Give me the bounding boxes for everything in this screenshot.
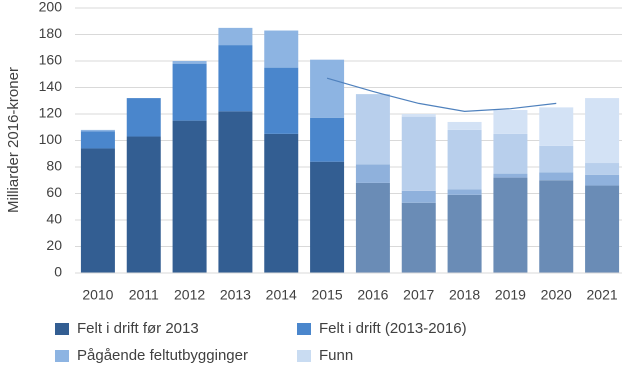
bar-segment — [585, 174, 620, 186]
x-tick-label: 2010 — [82, 287, 113, 303]
bar-segment — [310, 117, 345, 162]
bar-segment — [447, 189, 482, 195]
x-tick-label: 2014 — [266, 287, 297, 303]
x-tick-label: 2016 — [357, 287, 388, 303]
bar-segment — [447, 121, 482, 130]
bar-segment — [401, 114, 436, 117]
bar-segment — [80, 129, 115, 132]
legend-label: Felt i drift før 2013 — [77, 320, 199, 337]
legend-swatch — [55, 323, 69, 335]
bar-segment — [126, 136, 161, 273]
bar-segment — [80, 148, 115, 273]
x-tick-label: 2017 — [403, 287, 434, 303]
bar-segment — [310, 161, 345, 273]
y-tick-label: 200 — [39, 0, 63, 15]
bar-segment — [264, 30, 299, 68]
bar-segment — [172, 61, 207, 64]
bar-segment — [401, 202, 436, 273]
y-tick-label: 60 — [46, 184, 62, 200]
bar-segment — [493, 133, 528, 174]
x-tick-label: 2015 — [312, 287, 343, 303]
bar-segment — [539, 107, 574, 146]
x-tick-label: 2018 — [449, 287, 480, 303]
bar-segment — [585, 185, 620, 273]
y-tick-label: 100 — [39, 131, 63, 147]
y-tick-label: 80 — [46, 158, 62, 174]
bar-segment — [539, 172, 574, 181]
x-tick-label: 2012 — [174, 287, 205, 303]
legend-swatch — [55, 350, 69, 362]
y-tick-label: 120 — [39, 105, 63, 121]
bar-segment — [355, 164, 390, 183]
y-tick-label: 140 — [39, 78, 63, 94]
bar-segment — [585, 163, 620, 175]
y-tick-label: 180 — [39, 25, 63, 41]
legend-label: Pågående feltutbygginger — [77, 347, 248, 364]
bar-segment — [447, 194, 482, 273]
legend-swatch — [297, 323, 311, 335]
legend-swatch — [297, 350, 311, 362]
bar-segment — [126, 98, 161, 137]
bar-segment — [401, 116, 436, 191]
y-tick-label: 0 — [54, 264, 62, 280]
bar-segment — [493, 173, 528, 178]
bar-segment — [218, 111, 253, 273]
y-tick-label: 160 — [39, 52, 63, 68]
bar-segment — [80, 131, 115, 149]
bar-segment — [493, 177, 528, 273]
x-tick-label: 2013 — [220, 287, 251, 303]
bar-segment — [493, 110, 528, 134]
x-tick-label: 2021 — [587, 287, 618, 303]
bar-segment — [355, 94, 390, 165]
bar-segment — [539, 180, 574, 273]
bar-segment — [401, 190, 436, 203]
x-tick-label: 2011 — [129, 287, 159, 303]
x-tick-label: 2020 — [541, 287, 572, 303]
bar-segment — [355, 182, 390, 273]
bar-segment — [447, 129, 482, 190]
bar-segment — [172, 120, 207, 273]
legend-label: Funn — [319, 347, 353, 364]
y-tick-label: 20 — [46, 237, 62, 253]
bar-segment — [264, 133, 299, 273]
bar-segment — [218, 27, 253, 46]
y-axis-label: Milliarder 2016-kroner — [5, 67, 22, 213]
bar-segment — [310, 59, 345, 118]
trend-line — [326, 77, 557, 112]
bar-segment — [585, 98, 620, 164]
y-tick-label: 40 — [46, 211, 62, 227]
bar-segment — [172, 63, 207, 121]
legend-label: Felt i drift (2013-2016) — [319, 320, 467, 337]
bar-segment — [264, 67, 299, 134]
bar-segment — [539, 145, 574, 173]
x-tick-label: 2019 — [495, 287, 526, 303]
bar-segment — [218, 45, 253, 112]
